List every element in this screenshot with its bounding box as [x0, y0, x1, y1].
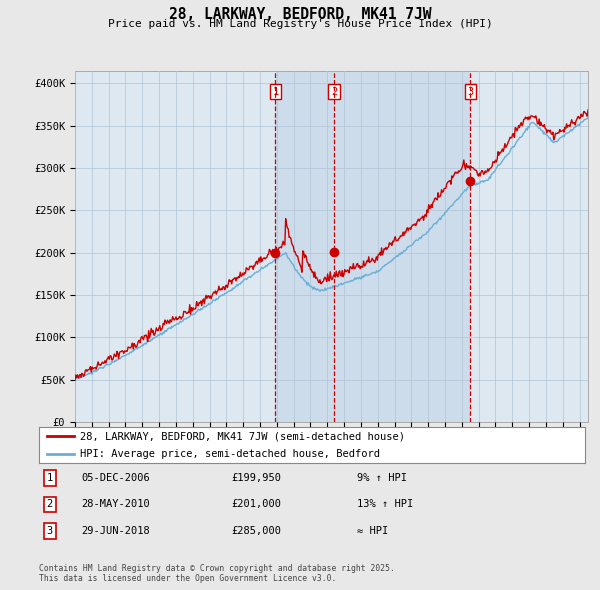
Bar	[275, 71, 334, 422]
Text: £201,000: £201,000	[231, 500, 281, 509]
Text: 3: 3	[47, 526, 53, 536]
Text: 9% ↑ HPI: 9% ↑ HPI	[357, 473, 407, 483]
Text: 29-JUN-2018: 29-JUN-2018	[81, 526, 150, 536]
Text: HPI: Average price, semi-detached house, Bedford: HPI: Average price, semi-detached house,…	[80, 449, 380, 459]
Text: 05-DEC-2006: 05-DEC-2006	[81, 473, 150, 483]
Text: ≈ HPI: ≈ HPI	[357, 526, 388, 536]
Text: 3: 3	[467, 87, 473, 97]
Text: 28, LARKWAY, BEDFORD, MK41 7JW: 28, LARKWAY, BEDFORD, MK41 7JW	[169, 7, 431, 22]
Text: 1: 1	[47, 473, 53, 483]
Text: 28-MAY-2010: 28-MAY-2010	[81, 500, 150, 509]
Text: Contains HM Land Registry data © Crown copyright and database right 2025.
This d: Contains HM Land Registry data © Crown c…	[39, 563, 395, 583]
Bar	[334, 71, 470, 422]
Text: £285,000: £285,000	[231, 526, 281, 536]
Text: 1: 1	[272, 87, 278, 97]
Text: 2: 2	[47, 500, 53, 509]
Text: 28, LARKWAY, BEDFORD, MK41 7JW (semi-detached house): 28, LARKWAY, BEDFORD, MK41 7JW (semi-det…	[80, 431, 405, 441]
Text: Price paid vs. HM Land Registry's House Price Index (HPI): Price paid vs. HM Land Registry's House …	[107, 19, 493, 30]
Text: 13% ↑ HPI: 13% ↑ HPI	[357, 500, 413, 509]
Text: 2: 2	[331, 87, 337, 97]
Text: £199,950: £199,950	[231, 473, 281, 483]
